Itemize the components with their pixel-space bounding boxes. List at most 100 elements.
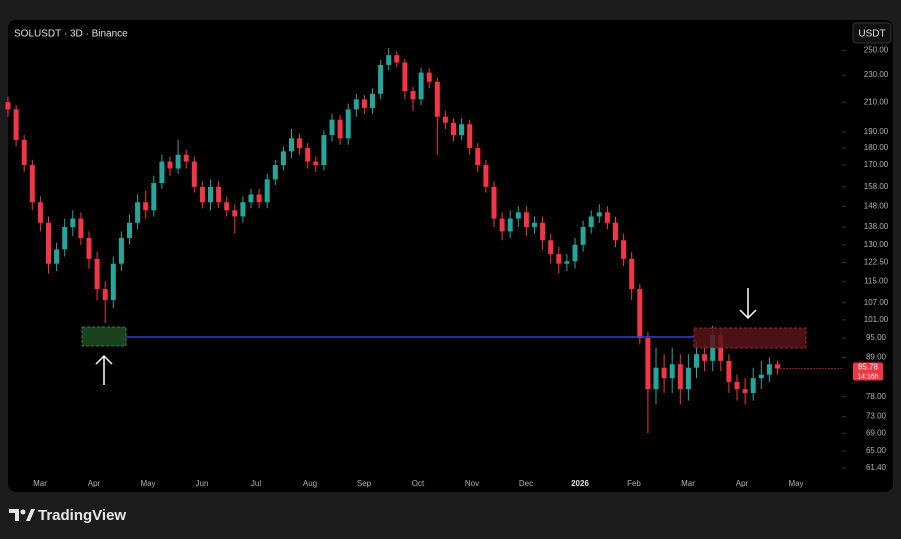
x-tick-label: Dec	[519, 479, 533, 488]
candle-body	[758, 374, 764, 379]
candle-body	[621, 240, 627, 259]
candle-body	[135, 202, 141, 223]
candle-body	[613, 222, 618, 241]
candle-body	[386, 55, 392, 65]
x-tick-label: May	[788, 479, 803, 488]
y-tick-label: 230.00	[864, 70, 889, 79]
candle-body	[702, 354, 708, 361]
branding-logo	[9, 509, 35, 521]
currency-button-label[interactable]: USDT	[858, 29, 885, 40]
candle-body	[410, 91, 416, 100]
candle-body	[46, 222, 51, 264]
x-tick-label: Nov	[465, 479, 479, 488]
candle-body	[467, 124, 473, 149]
candle-body	[523, 212, 529, 228]
candle-body	[232, 210, 238, 217]
last-price-label: 85.78	[858, 363, 879, 372]
candle-body	[564, 261, 570, 264]
candle-body	[475, 148, 481, 166]
candle-body	[588, 216, 594, 228]
candle-body	[216, 186, 222, 203]
chart-card	[8, 20, 893, 492]
x-tick-label: Mar	[681, 479, 695, 488]
candle-body	[345, 109, 351, 139]
candle-body	[280, 151, 286, 166]
demand-zone	[81, 326, 127, 347]
candle-body	[499, 218, 505, 232]
y-tick-label: 78.00	[866, 392, 887, 401]
candle-body	[102, 289, 108, 300]
x-tick-label: 2026	[571, 479, 589, 488]
candle-body	[224, 202, 230, 211]
candle-body	[661, 367, 667, 379]
candle-body	[183, 154, 189, 162]
candle-body	[321, 135, 327, 166]
candle-body	[62, 227, 68, 250]
candle-body	[434, 81, 440, 117]
candle-body	[272, 165, 278, 180]
candle-body	[750, 378, 756, 393]
y-tick-label: 148.00	[864, 201, 889, 210]
candle-body	[361, 99, 367, 108]
candle-body	[507, 218, 513, 232]
candle-body	[685, 367, 691, 390]
y-tick-label: 138.00	[864, 222, 889, 231]
currency-button[interactable]	[852, 22, 892, 44]
candle-body	[775, 364, 780, 369]
x-tick-label: Apr	[736, 479, 749, 488]
x-tick-label: Jul	[251, 479, 261, 488]
candle-body	[694, 354, 699, 368]
candle-body	[191, 161, 197, 187]
x-tick-label: Apr	[88, 479, 101, 488]
up-arrow	[95, 354, 113, 385]
candle-body	[21, 139, 27, 166]
candle-body	[118, 238, 124, 264]
candle-body	[248, 194, 254, 203]
candle-body	[451, 122, 456, 136]
candle-body	[653, 367, 659, 390]
y-tick-label: 95.00	[866, 333, 887, 342]
chart-title: SOLUSDT · 3D · Binance	[14, 29, 128, 40]
countdown-label: 14:16h	[857, 373, 879, 380]
down-arrow	[739, 288, 757, 320]
candle-body	[5, 102, 11, 110]
y-tick-label: 115.00	[864, 276, 888, 285]
candle-body	[167, 161, 173, 169]
y-tick-label: 65.00	[866, 446, 887, 455]
x-tick-label: May	[140, 479, 155, 488]
candle-body	[491, 186, 497, 219]
y-tick-label: 101.00	[864, 315, 889, 324]
candle-body	[540, 222, 546, 241]
candle-body	[110, 263, 116, 300]
x-tick-label: Aug	[303, 479, 317, 488]
x-tick-label: Sep	[357, 479, 372, 488]
supply-zone	[693, 327, 807, 349]
candle-body	[329, 119, 335, 136]
candle-body	[264, 179, 270, 203]
candle-body	[86, 238, 92, 259]
candle-body	[580, 227, 586, 245]
candle-body	[208, 186, 213, 203]
candle-body	[297, 138, 303, 149]
candle-body	[370, 93, 375, 108]
candle-body	[629, 258, 635, 290]
candle-body	[734, 381, 740, 390]
x-tick-label: Feb	[627, 479, 641, 488]
y-tick-label: 107.00	[864, 298, 889, 307]
y-tick-label: 69.00	[866, 428, 887, 437]
candle-body	[532, 222, 537, 228]
candle-body	[556, 254, 562, 264]
candle-body	[548, 240, 554, 255]
plot-area: 250.00 230.00 210.00 190.00 180.00 170.00 158.…	[5, 45, 889, 488]
candle-body	[305, 148, 311, 162]
candle-body	[394, 55, 400, 63]
y-tick-label: 89.00	[866, 353, 887, 362]
y-tick-label: 210.00	[864, 97, 889, 106]
y-tick-label: 180.00	[864, 143, 889, 152]
candle-body	[572, 244, 578, 262]
candle-body	[402, 62, 408, 92]
candle-body	[637, 289, 643, 339]
candle-body	[54, 249, 60, 264]
